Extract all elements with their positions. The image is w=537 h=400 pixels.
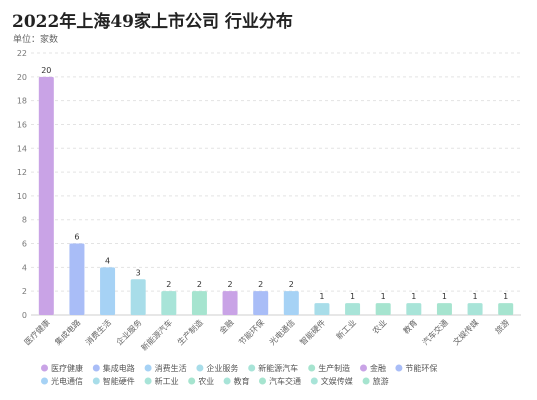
category-label: 金融 — [217, 317, 235, 335]
legend-marker[interactable] — [41, 364, 48, 372]
bar[interactable] — [436, 303, 452, 315]
legend-item[interactable]: 旅游 — [373, 376, 389, 386]
legend-item[interactable]: 农业 — [198, 376, 214, 386]
y-tick-label: 20 — [17, 73, 27, 82]
bar[interactable] — [345, 303, 361, 315]
y-tick-label: 2 — [22, 287, 27, 296]
data-label: 3 — [136, 268, 141, 277]
data-label: 1 — [319, 292, 324, 301]
category-label: 文娱传媒 — [451, 317, 481, 347]
bar[interactable] — [222, 291, 238, 315]
bar[interactable] — [161, 291, 177, 315]
legend-item[interactable]: 消费生活 — [155, 363, 187, 373]
legend-marker[interactable] — [248, 364, 256, 372]
y-tick-label: 12 — [17, 168, 27, 177]
legend-marker[interactable] — [360, 364, 367, 372]
legend-marker[interactable] — [196, 364, 204, 372]
y-tick-label: 0 — [22, 311, 27, 320]
category-label: 光电通信 — [267, 317, 297, 347]
legend-item[interactable]: 金融 — [370, 363, 386, 373]
data-label: 1 — [442, 292, 447, 301]
legend-marker[interactable] — [144, 377, 152, 385]
data-label: 1 — [411, 292, 416, 301]
legend-item[interactable]: 企业服务 — [206, 363, 238, 373]
data-label: 1 — [503, 292, 508, 301]
legend-marker[interactable] — [144, 364, 152, 372]
data-label: 20 — [41, 66, 51, 75]
data-label: 2 — [228, 280, 233, 289]
legend-item[interactable]: 节能环保 — [405, 363, 437, 373]
legend-marker[interactable] — [223, 377, 231, 385]
bar[interactable] — [69, 243, 85, 315]
legend-item[interactable]: 新工业 — [155, 376, 179, 386]
data-label: 1 — [350, 292, 355, 301]
category-label: 新工业 — [334, 317, 358, 341]
category-label: 生产制造 — [175, 317, 205, 347]
legend-item[interactable]: 光电通信 — [51, 376, 83, 386]
unit-label: 单位：家数 — [13, 35, 59, 45]
bar[interactable] — [191, 291, 207, 315]
bar[interactable] — [314, 303, 330, 315]
y-tick-label: 4 — [22, 263, 27, 272]
legend-marker[interactable] — [310, 377, 318, 385]
legend-marker[interactable] — [259, 377, 266, 385]
bar[interactable] — [253, 291, 269, 315]
legend-item[interactable]: 集成电路 — [103, 363, 135, 373]
y-tick-label: 16 — [17, 120, 27, 129]
legend-marker[interactable] — [92, 364, 100, 372]
category-label: 节能环保 — [236, 317, 266, 347]
bar[interactable] — [406, 303, 422, 315]
category-label: 企业服务 — [114, 317, 144, 347]
data-label: 2 — [258, 280, 263, 289]
data-label: 2 — [289, 280, 294, 289]
bar[interactable] — [38, 76, 54, 316]
bar[interactable] — [467, 303, 483, 315]
bar[interactable] — [498, 303, 514, 315]
category-label: 集成电路 — [53, 317, 83, 347]
category-label: 旅游 — [493, 317, 511, 335]
legend-marker[interactable] — [41, 377, 48, 385]
legend-item[interactable]: 汽车交通 — [269, 376, 301, 386]
legend-item[interactable]: 新能源汽车 — [258, 363, 298, 373]
category-label: 医疗健康 — [22, 317, 52, 347]
y-tick-label: 6 — [22, 240, 27, 249]
legend-marker[interactable] — [308, 364, 316, 372]
legend-marker[interactable] — [188, 377, 196, 385]
category-label: 智能硬件 — [298, 317, 328, 347]
legend-item[interactable]: 教育 — [234, 376, 250, 386]
bar[interactable] — [375, 303, 391, 315]
y-tick-label: 14 — [17, 144, 27, 153]
legend-item[interactable]: 医疗健康 — [51, 363, 83, 373]
bar[interactable] — [283, 291, 299, 315]
legend-marker[interactable] — [395, 364, 403, 372]
legend-item[interactable]: 文娱传媒 — [321, 376, 353, 386]
data-label: 6 — [74, 233, 79, 242]
data-label: 2 — [166, 280, 171, 289]
legend-item[interactable]: 生产制造 — [318, 363, 350, 373]
y-tick-label: 22 — [17, 49, 27, 58]
category-label: 教育 — [401, 317, 419, 335]
category-label: 汽车交通 — [420, 317, 450, 347]
data-label: 1 — [381, 292, 386, 301]
chart-title: 2022年上海49家上市公司 行业分布 — [12, 12, 293, 32]
category-label: 新能源汽车 — [139, 317, 174, 352]
data-label: 2 — [197, 280, 202, 289]
legend-item[interactable]: 智能硬件 — [103, 376, 135, 386]
bar[interactable] — [100, 267, 116, 315]
legend-marker[interactable] — [362, 377, 370, 385]
bar[interactable] — [130, 279, 146, 315]
data-label: 1 — [473, 292, 478, 301]
y-tick-label: 8 — [22, 216, 27, 225]
y-tick-label: 18 — [17, 97, 27, 106]
data-label: 4 — [105, 256, 110, 265]
legend-marker[interactable] — [92, 377, 100, 385]
category-label: 农业 — [370, 317, 388, 335]
y-tick-label: 10 — [17, 192, 27, 201]
category-label: 消费生活 — [83, 317, 113, 347]
